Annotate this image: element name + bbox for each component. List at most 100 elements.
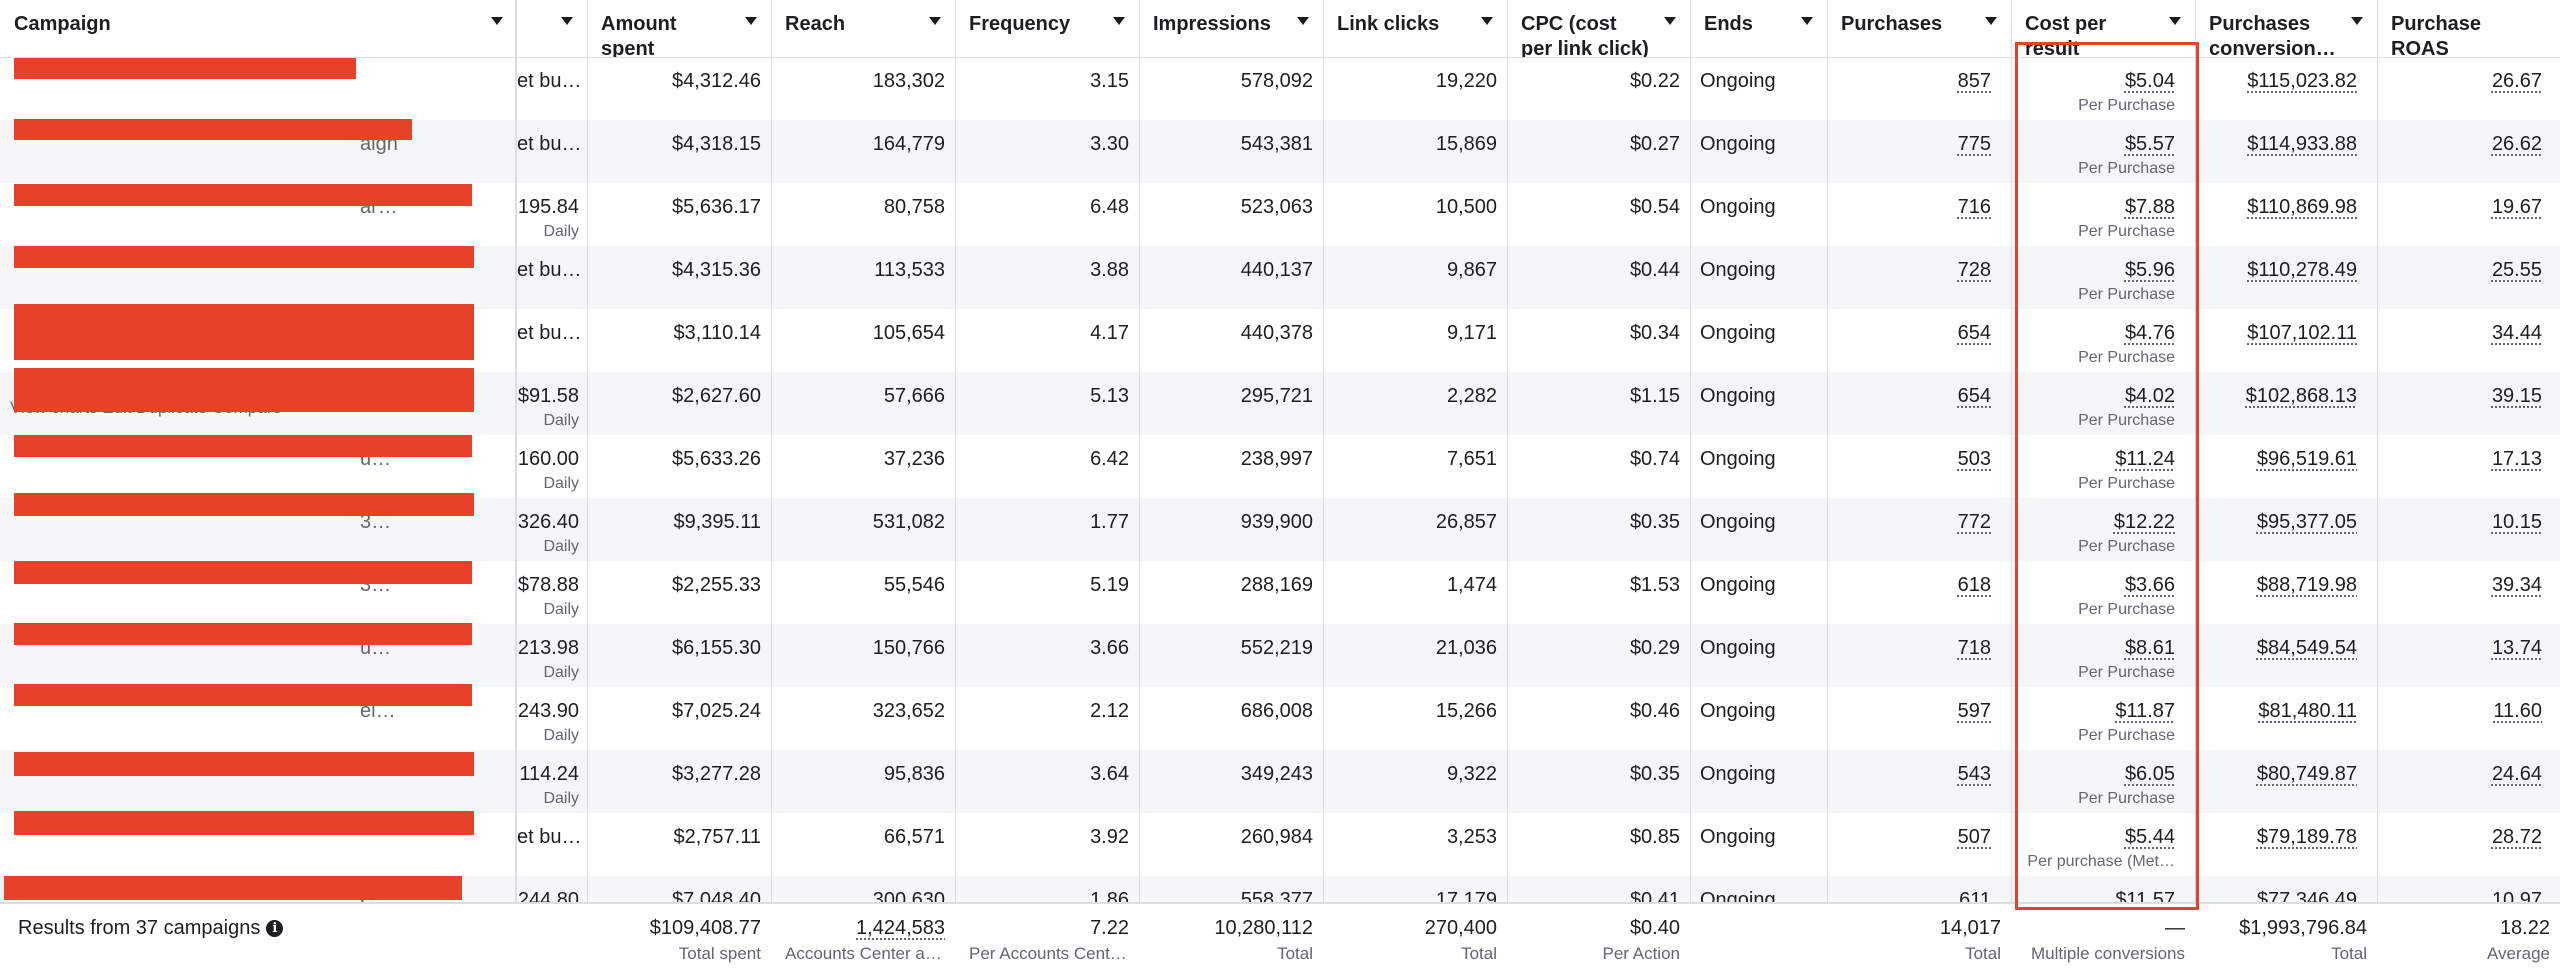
purchases-conversion-value[interactable]: $102,868.13 — [2245, 385, 2357, 407]
purchases-value[interactable]: 654 — [1957, 322, 1991, 344]
purchase-roas-value[interactable]: 11.60 — [2493, 700, 2542, 722]
purchase-roas-value[interactable]: 13.74 — [2491, 637, 2542, 659]
sort-arrow-icon[interactable] — [491, 17, 503, 25]
sort-arrow-icon[interactable] — [1297, 17, 1309, 25]
column-header-cost-per-result[interactable]: Cost per result — [2011, 0, 2195, 57]
total-reach[interactable]: 1,424,583 — [856, 917, 945, 939]
table-row[interactable]: aign et bu… $4,318.15 164,779 3.30 543,381 15,… — [0, 120, 2560, 183]
purchase-roas-value[interactable]: 28.72 — [2491, 826, 2542, 848]
sort-arrow-icon[interactable] — [1113, 17, 1125, 25]
purchases-value[interactable]: 775 — [1957, 133, 1991, 155]
table-row[interactable]: et bu… $2,757.11 66,571 3.92 260,984 3,253 $0.… — [0, 813, 2560, 876]
column-header-budget[interactable] — [517, 0, 587, 57]
sort-arrow-icon[interactable] — [2169, 17, 2181, 25]
purchases-value[interactable]: 857 — [1957, 70, 1991, 92]
purchase-roas-value[interactable]: 17.13 — [2491, 448, 2542, 470]
purchases-conversion-value[interactable]: $84,549.54 — [2256, 637, 2357, 659]
redaction-bar — [14, 561, 472, 584]
purchases-conversion-value[interactable]: $115,023.82 — [2247, 70, 2357, 92]
sort-arrow-icon[interactable] — [929, 17, 941, 25]
purchases-value[interactable]: 716 — [1957, 196, 1991, 218]
purchases-value[interactable]: 503 — [1957, 448, 1991, 470]
table-row[interactable]: u… 213.98 $6,155.30 150,766 3.66 552,219 21,03… — [0, 624, 2560, 687]
purchases-conversion-value[interactable]: $95,377.05 — [2256, 511, 2357, 533]
column-header-frequency[interactable]: Frequency — [955, 0, 1139, 57]
total-cost-per-result-sub: Multiple conversions — [2030, 944, 2185, 963]
table-row[interactable]: el… 243.90 $7,025.24 323,652 2.12 686,008 15,2… — [0, 687, 2560, 750]
column-divider — [1827, 0, 1828, 975]
sort-arrow-icon[interactable] — [1985, 17, 1997, 25]
column-header-campaign[interactable]: Campaign — [0, 0, 517, 57]
sort-arrow-icon[interactable] — [2351, 17, 2363, 25]
cost-per-result-value[interactable]: $11.87 — [2115, 700, 2175, 722]
purchases-conversion-value[interactable]: $81,480.11 — [2258, 700, 2357, 722]
sort-arrow-icon[interactable] — [1481, 17, 1493, 25]
cost-per-result-value[interactable]: $5.04 — [2124, 70, 2175, 92]
purchases-value[interactable]: 597 — [1957, 700, 1991, 722]
purchase-roas-value[interactable]: 39.34 — [2491, 574, 2542, 596]
purchases-conversion-value[interactable]: $110,278.49 — [2247, 259, 2357, 281]
column-header-ends[interactable]: Ends — [1690, 0, 1827, 57]
cost-per-result-value[interactable]: $12.22 — [2113, 511, 2175, 533]
total-cpc: $0.40 — [1629, 917, 1680, 939]
cost-per-result-value[interactable]: $6.05 — [2124, 763, 2175, 785]
column-header-cpc[interactable]: CPC (cost per link click) — [1507, 0, 1690, 57]
purchase-roas-value[interactable]: 10.15 — [2491, 511, 2542, 533]
column-header-link-clicks[interactable]: Link clicks — [1323, 0, 1507, 57]
sort-arrow-icon[interactable] — [561, 17, 573, 25]
cost-per-result-value[interactable]: $5.96 — [2124, 259, 2175, 281]
purchase-roas-value[interactable]: 24.64 — [2491, 763, 2542, 785]
column-divider — [1507, 0, 1508, 975]
column-header-reach-label: Reach — [785, 13, 846, 35]
purchases-conversion-value[interactable]: $88,719.98 — [2256, 574, 2357, 596]
purchases-value[interactable]: 728 — [1957, 259, 1991, 281]
column-divider — [1323, 0, 1324, 975]
column-header-amount-spent[interactable]: Amount spent — [587, 0, 771, 57]
purchase-roas-value[interactable]: 25.55 — [2491, 259, 2542, 281]
table-row[interactable]: et bu… $3,110.14 105,654 4.17 440,378 9,171 $0… — [0, 309, 2560, 372]
amount-spent-value: $9,395.11 — [673, 511, 762, 533]
link-clicks-value: 9,867 — [1446, 259, 1497, 281]
purchases-conversion-value[interactable]: $80,749.87 — [2256, 763, 2357, 785]
cost-per-result-value[interactable]: $5.44 — [2124, 826, 2175, 848]
purchase-roas-value[interactable]: 26.62 — [2491, 133, 2542, 155]
total-purchases-sub: Total — [1965, 944, 2001, 963]
purchases-value[interactable]: 618 — [1957, 574, 1991, 596]
cost-per-result-value[interactable]: $11.24 — [2115, 448, 2175, 470]
purchases-value[interactable]: 507 — [1957, 826, 1991, 848]
purchases-conversion-value[interactable]: $96,519.61 — [2256, 448, 2357, 470]
cost-per-result-value[interactable]: $5.57 — [2124, 133, 2175, 155]
column-header-purchase-roas[interactable]: Purchase ROAS (retur… — [2377, 0, 2560, 57]
column-header-purchases[interactable]: Purchases — [1827, 0, 2011, 57]
cost-per-result-value[interactable]: $8.61 — [2124, 637, 2175, 659]
column-header-purchases-conversion[interactable]: Purchases conversion… — [2195, 0, 2377, 57]
cost-per-result-value[interactable]: $3.66 — [2124, 574, 2175, 596]
purchase-roas-value[interactable]: 34.44 — [2491, 322, 2542, 344]
column-header-impressions[interactable]: Impressions — [1139, 0, 1323, 57]
purchases-value[interactable]: 718 — [1957, 637, 1991, 659]
info-icon[interactable]: i — [266, 920, 284, 938]
purchases-conversion-value[interactable]: $79,189.78 — [2256, 826, 2357, 848]
cost-per-result-value[interactable]: $7.88 — [2124, 196, 2175, 218]
cpc-value: $1.15 — [1629, 385, 1680, 407]
table-row[interactable]: et bu… $4,312.46 183,302 3.15 578,092 19,220 $… — [0, 57, 2560, 120]
frequency-value: 4.17 — [1090, 322, 1129, 344]
purchase-roas-value[interactable]: 39.15 — [2491, 385, 2542, 407]
sort-arrow-icon[interactable] — [1801, 17, 1813, 25]
table-row[interactable]: u… 160.00 $5,633.26 37,236 6.42 238,997 7,651 $… — [0, 435, 2560, 498]
sort-arrow-icon[interactable] — [1664, 17, 1676, 25]
purchases-conversion-value[interactable]: $107,102.11 — [2247, 322, 2357, 344]
table-row[interactable]: 3… $78.88 $2,255.33 55,546 5.19 288,169 1,474 $… — [0, 561, 2560, 624]
purchases-conversion-value[interactable]: $110,869.98 — [2247, 196, 2357, 218]
purchases-value[interactable]: 654 — [1957, 385, 1991, 407]
purchase-roas-value[interactable]: 26.67 — [2491, 70, 2542, 92]
cost-per-result-value[interactable]: $4.76 — [2124, 322, 2175, 344]
purchases-value[interactable]: 543 — [1957, 763, 1991, 785]
purchases-value[interactable]: 772 — [1957, 511, 1991, 533]
purchase-roas-value[interactable]: 19.67 — [2491, 196, 2542, 218]
column-header-reach[interactable]: Reach — [771, 0, 955, 57]
cost-per-result-value[interactable]: $4.02 — [2124, 385, 2175, 407]
purchases-conversion-value[interactable]: $114,933.88 — [2247, 133, 2357, 155]
total-impressions-sub: Total — [1277, 944, 1313, 963]
sort-arrow-icon[interactable] — [745, 17, 757, 25]
